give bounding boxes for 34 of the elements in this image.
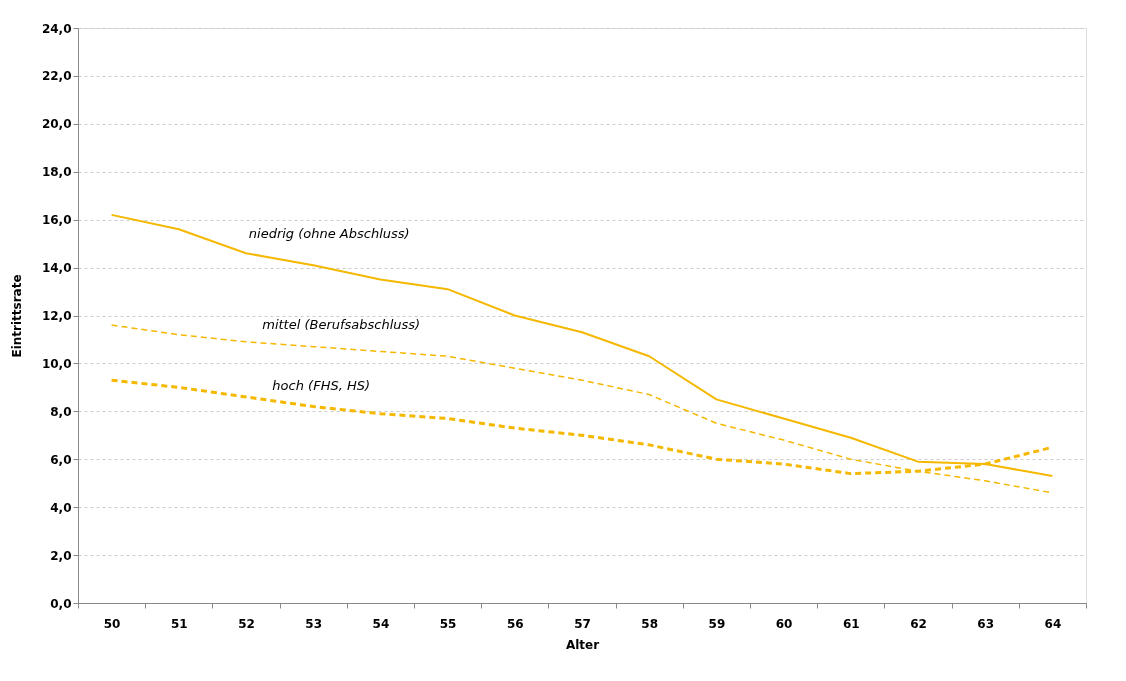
x-tick-label: 52 [238, 616, 255, 631]
x-tick-label: 53 [305, 616, 323, 631]
y-tick-label: 24,0 [41, 21, 72, 36]
y-tick-label: 0,0 [50, 596, 72, 611]
x-tick-label: 63 [977, 616, 995, 631]
y-tick-label: 10,0 [41, 356, 72, 371]
y-tick-label: 14,0 [41, 261, 72, 276]
x-tick-label: 57 [574, 616, 591, 631]
y-tick-label: 4,0 [50, 500, 72, 515]
x-tick-label: 64 [1044, 616, 1062, 631]
x-tick-label: 58 [641, 616, 659, 631]
x-tick-label: 55 [439, 616, 457, 631]
y-tick-label: 20,0 [41, 117, 72, 132]
x-tick-label: 50 [103, 616, 121, 631]
series-label: mittel (Berufsabschluss) [262, 316, 421, 332]
x-tick-label: 54 [372, 616, 390, 631]
y-tick-label: 18,0 [41, 165, 72, 180]
x-tick-label: 59 [708, 616, 726, 631]
x-tick-label: 61 [842, 616, 860, 631]
x-tick-label: 60 [775, 616, 793, 631]
y-tick-label: 8,0 [50, 404, 72, 419]
x-tick-label: 56 [506, 616, 524, 631]
y-tick-label: 12,0 [41, 309, 72, 323]
y-tick-label: 2,0 [50, 548, 72, 563]
x-axis-title: Alter [565, 637, 600, 652]
line-series [110, 213, 1054, 478]
series-label: hoch (FHS, HS) [272, 377, 371, 393]
y-axis-title: Eintrittsrate [9, 274, 24, 358]
y-tick-label: 16,0 [41, 213, 72, 228]
x-tick-label: 62 [910, 616, 927, 631]
series-label: niedrig (ohne Abschluss) [248, 226, 410, 242]
y-tick-label: 22,0 [41, 69, 72, 84]
x-tick-label: 51 [170, 616, 188, 631]
y-tick-label: 6,0 [50, 452, 72, 467]
